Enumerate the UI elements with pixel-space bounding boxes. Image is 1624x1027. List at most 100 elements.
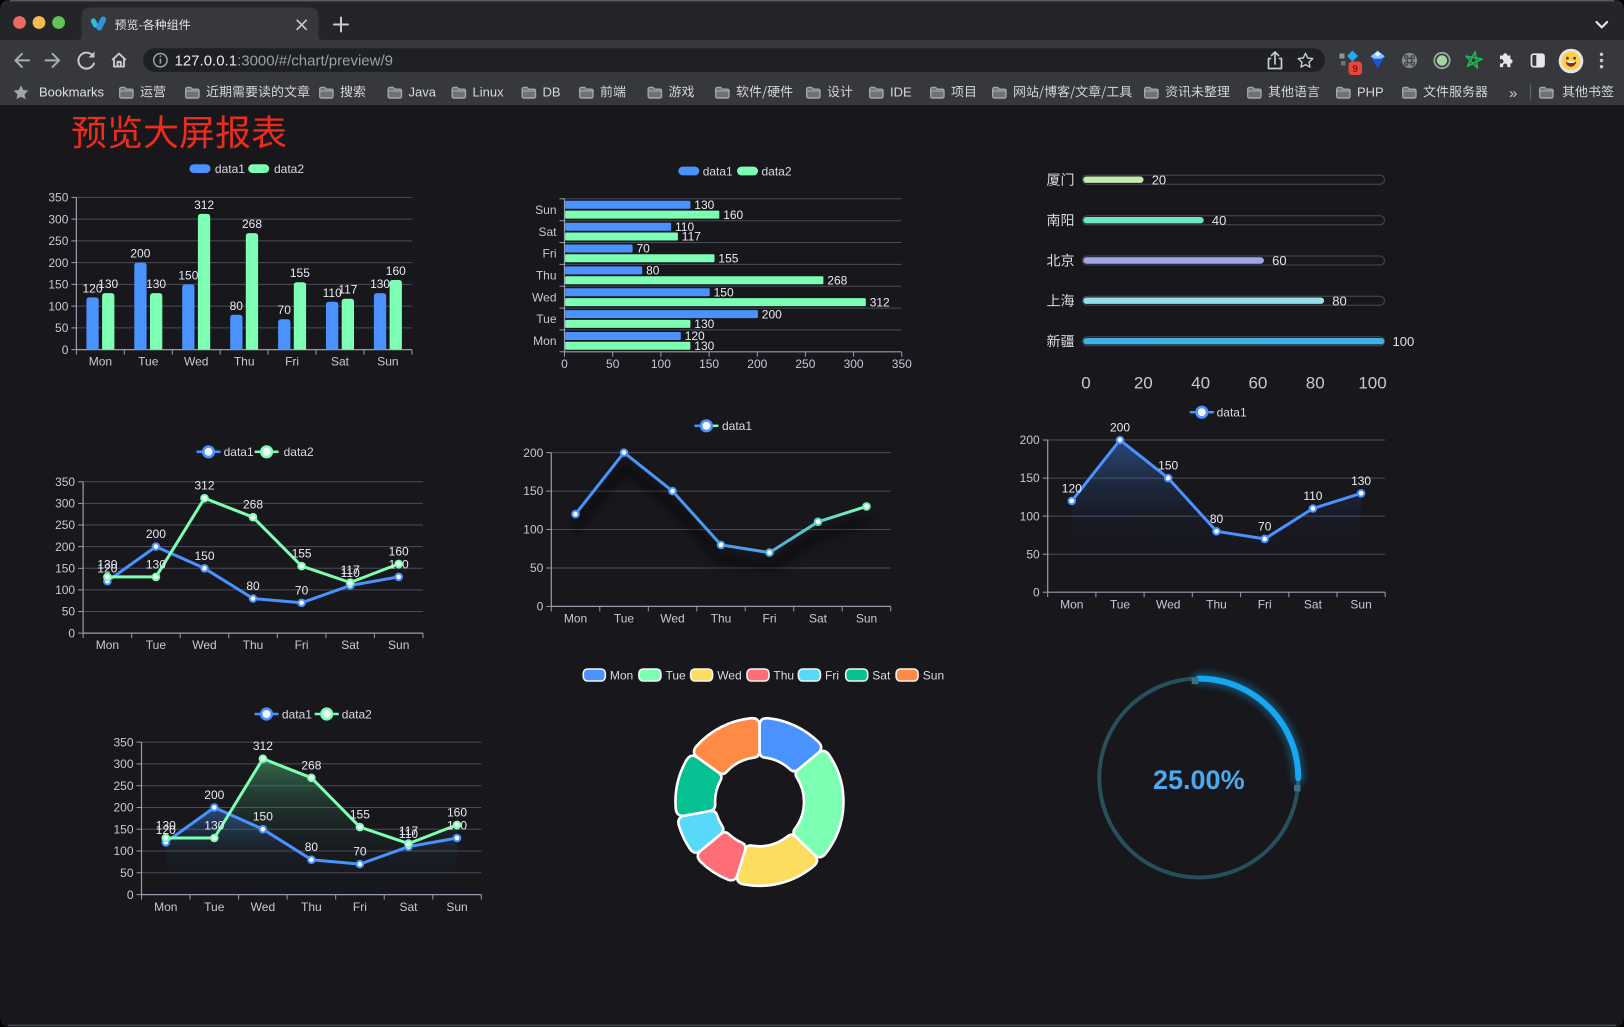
svg-text:150: 150 [523, 484, 543, 498]
svg-text:155: 155 [292, 547, 312, 561]
svg-text:200: 200 [204, 788, 224, 802]
svg-text:Sun: Sun [923, 669, 944, 683]
svg-text:Tue: Tue [536, 312, 557, 326]
svg-text:150: 150 [194, 549, 214, 563]
svg-text:117: 117 [338, 283, 357, 297]
svg-text:200: 200 [55, 540, 75, 554]
svg-text:80: 80 [230, 299, 244, 313]
svg-text:0: 0 [127, 888, 134, 902]
svg-text:Thu: Thu [301, 900, 322, 914]
svg-text:0: 0 [561, 357, 568, 371]
svg-text:Mon: Mon [89, 355, 112, 369]
svg-text:130: 130 [694, 198, 714, 212]
svg-text:250: 250 [795, 357, 815, 371]
svg-text:130: 130 [146, 277, 166, 291]
svg-text:130: 130 [156, 819, 176, 833]
svg-text:50: 50 [120, 866, 134, 880]
svg-text:Wed: Wed [532, 290, 556, 304]
svg-text:Sat: Sat [538, 225, 557, 239]
svg-text:120: 120 [685, 329, 705, 343]
svg-text:160: 160 [723, 208, 743, 222]
svg-text:160: 160 [447, 805, 467, 819]
svg-text:100: 100 [1358, 374, 1386, 393]
svg-text:100: 100 [113, 844, 133, 858]
svg-text:Mon: Mon [533, 334, 556, 348]
svg-text:160: 160 [389, 544, 409, 558]
svg-text:155: 155 [718, 252, 738, 266]
svg-text:Thu: Thu [773, 669, 794, 683]
svg-text:80: 80 [1306, 374, 1325, 393]
svg-text:268: 268 [301, 758, 321, 772]
svg-text:Wed: Wed [1156, 598, 1180, 612]
svg-text:110: 110 [675, 220, 694, 234]
svg-text:50: 50 [1026, 547, 1040, 561]
svg-text:Mon: Mon [1060, 598, 1083, 612]
svg-text:130: 130 [98, 277, 118, 291]
svg-text:200: 200 [130, 247, 150, 261]
svg-text:Sun: Sun [535, 203, 556, 217]
svg-text:350: 350 [892, 357, 912, 371]
svg-text:Fri: Fri [295, 638, 309, 652]
svg-text:data1: data1 [282, 707, 312, 721]
svg-text:200: 200 [1020, 433, 1040, 447]
svg-text:155: 155 [290, 266, 310, 280]
svg-text:80: 80 [646, 264, 660, 278]
svg-text:PHP: PHP [1357, 85, 1384, 100]
svg-text:0: 0 [537, 600, 544, 614]
svg-text:0: 0 [1081, 374, 1090, 393]
svg-text:0: 0 [62, 343, 69, 357]
svg-text:150: 150 [113, 822, 133, 836]
svg-text:Sat: Sat [872, 669, 891, 683]
svg-text:130: 130 [694, 317, 714, 331]
svg-text:70: 70 [637, 242, 651, 256]
svg-text:Mon: Mon [610, 669, 633, 683]
svg-text:Wed: Wed [192, 638, 216, 652]
svg-text:200: 200 [48, 256, 68, 270]
svg-text:Sat: Sat [809, 612, 828, 626]
svg-text:data1: data1 [722, 419, 752, 433]
svg-text:130: 130 [204, 819, 224, 833]
svg-text:80: 80 [246, 579, 260, 593]
svg-text:data1: data1 [703, 164, 733, 178]
svg-text:200: 200 [762, 307, 782, 321]
svg-text:Mon: Mon [564, 612, 587, 626]
svg-text:Wed: Wed [251, 900, 275, 914]
svg-text:100: 100 [48, 299, 68, 313]
svg-text:250: 250 [55, 518, 75, 532]
svg-text:120: 120 [97, 562, 117, 576]
svg-text:data2: data2 [342, 707, 372, 721]
svg-text:300: 300 [844, 357, 864, 371]
svg-text:110: 110 [1303, 489, 1322, 503]
svg-text:127.0.0.1:3000/#/chart/preview: 127.0.0.1:3000/#/chart/preview/9 [175, 52, 394, 69]
svg-text:Bookmarks: Bookmarks [39, 85, 105, 100]
svg-text:Tue: Tue [1110, 598, 1131, 612]
svg-text:150: 150 [1158, 459, 1178, 473]
svg-text:150: 150 [253, 810, 273, 824]
svg-text:Mon: Mon [96, 638, 119, 652]
svg-text:data2: data2 [274, 162, 304, 176]
svg-text:Fri: Fri [825, 669, 839, 683]
svg-text:Thu: Thu [234, 355, 255, 369]
svg-text:Sun: Sun [856, 612, 877, 626]
svg-text:data2: data2 [284, 445, 314, 459]
svg-text:300: 300 [55, 497, 75, 511]
svg-text:data1: data1 [215, 162, 245, 176]
svg-text:60: 60 [1248, 374, 1267, 393]
svg-text:312: 312 [870, 295, 890, 309]
svg-text:40: 40 [1191, 374, 1210, 393]
svg-text:110: 110 [323, 286, 342, 300]
svg-text:110: 110 [341, 566, 360, 580]
svg-text:Fri: Fri [763, 612, 777, 626]
svg-text:200: 200 [747, 357, 767, 371]
svg-text:Fri: Fri [543, 247, 557, 261]
svg-text:25.00%: 25.00% [1153, 765, 1245, 795]
svg-text:350: 350 [55, 475, 75, 489]
svg-text:117: 117 [341, 563, 360, 577]
svg-text:300: 300 [113, 757, 133, 771]
svg-text:300: 300 [48, 212, 68, 226]
svg-text:50: 50 [55, 321, 69, 335]
svg-text:130: 130 [694, 339, 714, 353]
svg-text:268: 268 [243, 498, 263, 512]
svg-text:Fri: Fri [353, 900, 367, 914]
svg-text:Sat: Sat [1304, 598, 1323, 612]
